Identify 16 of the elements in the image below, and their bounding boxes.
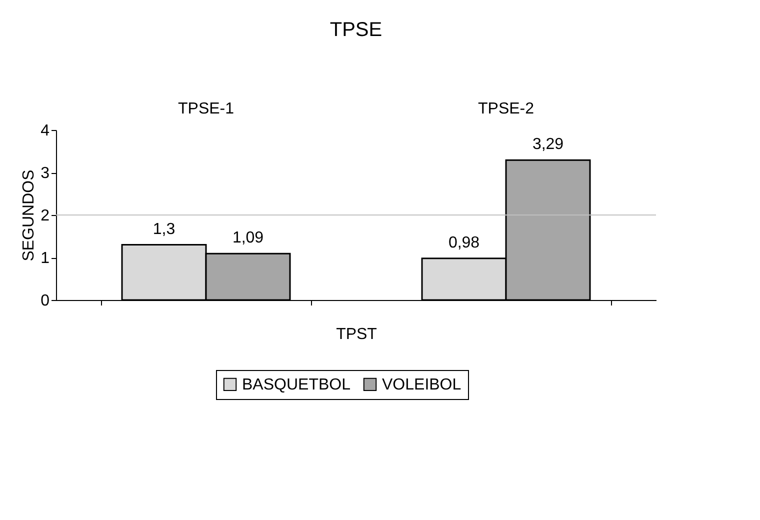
- data-label: 3,29: [532, 136, 564, 154]
- x-tick-label: TPSE-2: [478, 100, 534, 118]
- y-tick-label: 2: [40, 208, 50, 224]
- x-axis-title: TPST: [336, 326, 378, 343]
- y-tick-label: 3: [40, 165, 50, 182]
- y-tick-label: 1: [40, 250, 50, 267]
- legend-label: VOLEIBOL: [382, 376, 462, 394]
- data-label: 1,3: [152, 220, 176, 238]
- legend-label: BASQUETBOL: [242, 376, 351, 394]
- data-label: 0,98: [448, 234, 480, 252]
- data-label: 1,09: [232, 230, 264, 247]
- y-tick-label: 0: [40, 292, 50, 310]
- chart-title: TPSE: [330, 19, 382, 41]
- y-tick-label: 4: [40, 122, 50, 140]
- y-axis-title: SEGUNDOS: [20, 170, 38, 262]
- x-tick-label: TPSE-1: [178, 100, 234, 118]
